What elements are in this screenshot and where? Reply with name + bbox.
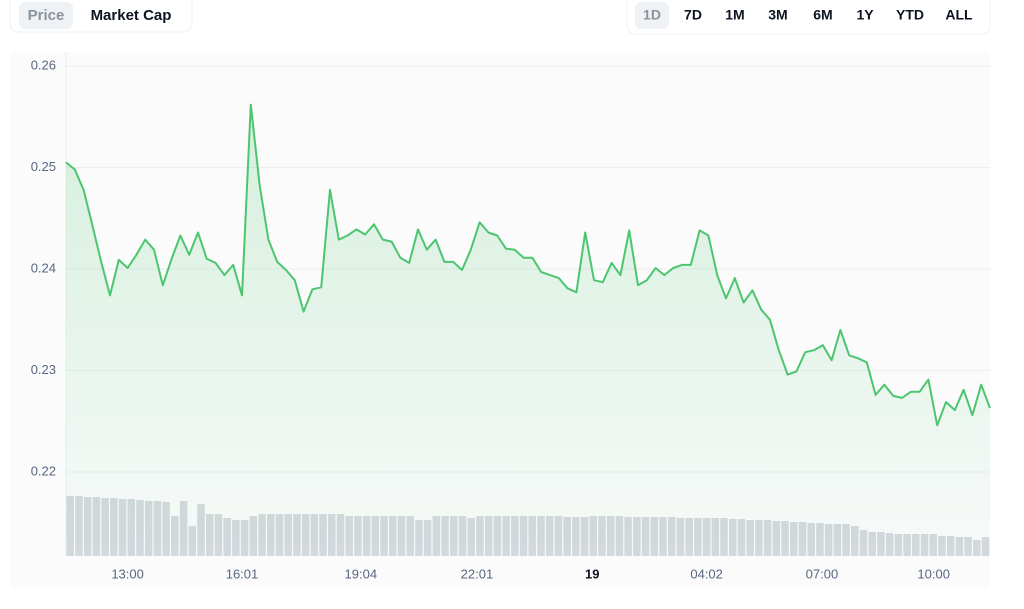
metric-tab[interactable]: Price [28, 7, 65, 24]
range-tab[interactable]: 7D [684, 7, 702, 23]
x-tick-label: 10:00 [917, 566, 950, 581]
range-tab[interactable]: 1D [643, 7, 661, 23]
price-area [66, 104, 990, 556]
x-tick-label: 13:00 [111, 566, 144, 581]
y-tick-label: 0.25 [31, 159, 56, 174]
range-tab[interactable]: YTD [896, 7, 924, 23]
tab-highlight [635, 2, 669, 29]
x-tick-label: 22:01 [461, 566, 494, 581]
range-panel [626, 0, 991, 35]
x-tick-label: 04:02 [690, 566, 723, 581]
y-tick-label: 0.22 [31, 463, 56, 478]
tab-highlight [19, 2, 73, 29]
metric-tab[interactable]: Market Cap [91, 7, 172, 24]
y-tick-label: 0.23 [31, 362, 56, 377]
range-tab[interactable]: 1M [725, 7, 744, 23]
x-tick-label: 07:00 [806, 566, 839, 581]
y-tick-label: 0.24 [31, 260, 56, 275]
range-tab[interactable]: 1Y [856, 7, 874, 23]
range-tab[interactable]: ALL [945, 7, 973, 23]
range-tab[interactable]: 6M [813, 7, 832, 23]
x-tick-label: 16:01 [226, 566, 259, 581]
x-tick-label: 19 [585, 566, 599, 581]
y-tick-label: 0.26 [31, 57, 56, 72]
price-line [65, 103, 991, 427]
x-tick-label: 19:04 [345, 566, 378, 581]
range-tab[interactable]: 3M [768, 7, 787, 23]
